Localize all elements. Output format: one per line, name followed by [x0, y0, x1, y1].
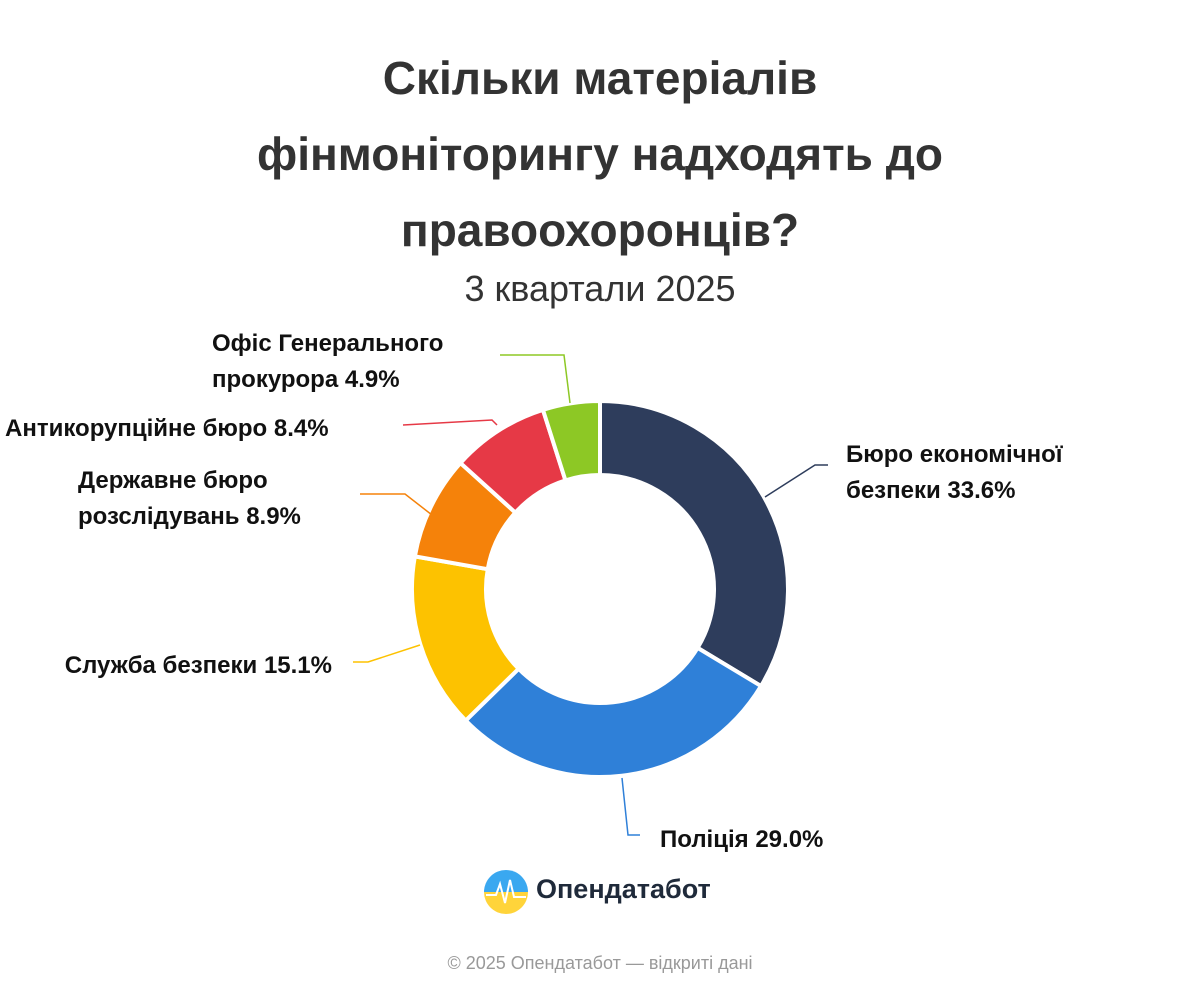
- brand-logo: [484, 870, 528, 914]
- slice-value: 33.6%: [947, 477, 1016, 504]
- slice-value: 8.4%: [273, 415, 329, 442]
- slice-name: Антикорупційне бюро: [5, 415, 268, 442]
- slice-name: Державне бюро розслідувань: [78, 467, 268, 530]
- slice-label: Державне бюро розслідувань 8.9%: [78, 463, 348, 535]
- leader-line: [402, 419, 498, 426]
- leader-line: [500, 354, 571, 404]
- slice-name: Бюро економічної безпеки: [846, 441, 1063, 504]
- slice-label: Офіс Генерального прокурора 4.9%: [212, 326, 502, 398]
- leader-line: [353, 644, 421, 663]
- brand-logo-pulse: [486, 879, 526, 904]
- chart-title: Скільки матеріалів фінмоніторингу надход…: [256, 52, 944, 256]
- brand-name: Опендатабот: [536, 874, 711, 904]
- slice-name: Поліція: [660, 826, 749, 853]
- slice-value: 29.0%: [755, 826, 824, 853]
- slice-value: 8.9%: [246, 503, 301, 530]
- slice-value: 15.1%: [263, 652, 332, 679]
- slice-name: Офіс Генерального прокурора: [212, 330, 444, 393]
- leader-line: [360, 493, 433, 516]
- donut-slice: [598, 399, 790, 689]
- slice-name: Служба безпеки: [64, 652, 258, 679]
- footer: © 2025 Опендатабот — відкриті дані: [447, 953, 753, 973]
- slice-label: Поліція 29.0%: [660, 822, 920, 858]
- chart-subtitle: 3 квартали 2025: [464, 268, 736, 309]
- slice-value: 4.9%: [344, 366, 400, 393]
- slice-label: Служба безпеки 15.1%: [20, 648, 332, 684]
- slice-label: Антикорупційне бюро 8.4%: [5, 411, 405, 447]
- slice-label: Бюро економічної безпеки 33.6%: [846, 437, 1116, 509]
- donut-slice: [463, 645, 764, 779]
- leader-line: [764, 464, 828, 498]
- donut-slice: [540, 399, 602, 483]
- leader-line: [621, 777, 640, 836]
